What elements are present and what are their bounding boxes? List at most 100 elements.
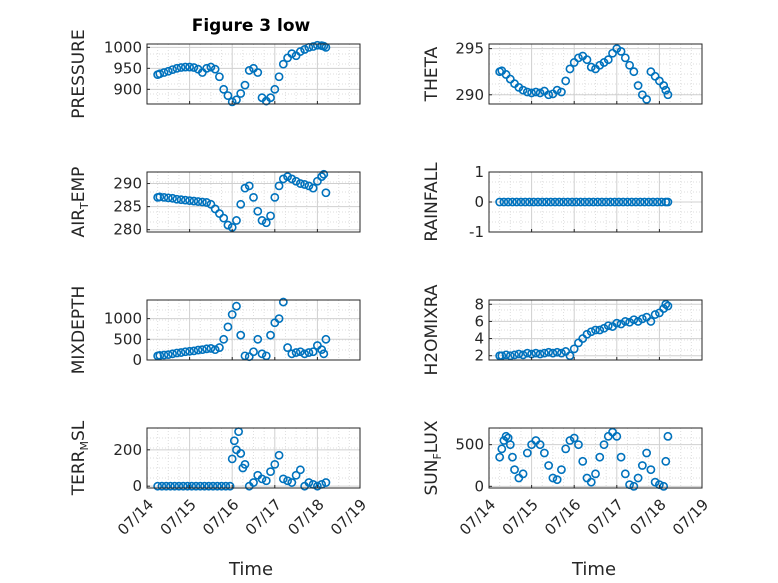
data-point <box>539 348 549 358</box>
y-axis-label-main: AIR <box>69 209 89 238</box>
data-point <box>197 345 207 355</box>
data-point <box>197 197 207 207</box>
subplot-7: 200 007/14 07/15 07/16 07/17 07/18 07/19 TERRMS… <box>69 420 370 539</box>
data-point <box>261 476 271 486</box>
data-point <box>497 351 507 361</box>
data-point <box>215 343 224 352</box>
y-axis-label: H2OMIXRA <box>422 284 442 375</box>
data-point <box>172 348 182 358</box>
data-point <box>544 347 554 357</box>
x-tick-label: 07/14 <box>114 496 157 539</box>
y-axis-label-subscript: M <box>78 441 91 451</box>
data-point <box>253 68 263 77</box>
data-point <box>620 469 630 479</box>
data-point <box>253 206 263 216</box>
y-axis-label-main: RAINFALL <box>422 162 442 242</box>
data-point <box>193 345 203 355</box>
data-point <box>537 197 547 207</box>
y-tick-label: 0 <box>132 351 142 369</box>
data-point <box>189 346 199 356</box>
data-point <box>257 216 267 225</box>
axes-box <box>146 299 361 361</box>
data-point <box>567 197 577 207</box>
data-point <box>657 197 666 207</box>
y-axis-label: MIXDEPTH <box>69 286 89 375</box>
y-tick-label: 8 <box>474 295 484 313</box>
data-point <box>172 63 182 73</box>
data-point <box>321 188 331 198</box>
data-point <box>283 476 292 486</box>
data-point <box>163 193 173 203</box>
data-point <box>166 481 175 491</box>
data-point <box>219 84 229 94</box>
data-point <box>240 351 250 361</box>
data-point <box>505 351 515 361</box>
y-tick-label: 1000 <box>104 310 142 328</box>
data-point <box>518 469 528 479</box>
data-point <box>522 348 532 358</box>
y-tick-label: 200 <box>113 441 142 459</box>
y-tick-label: 500 <box>113 330 142 348</box>
data-point <box>629 67 639 77</box>
data-point <box>508 197 517 207</box>
data-point <box>270 192 280 202</box>
figure-title: Figure 3 low <box>192 16 311 36</box>
data-point <box>561 76 571 86</box>
data-point <box>227 310 237 319</box>
data-point <box>627 197 637 207</box>
data-point <box>525 197 534 207</box>
data-point <box>510 465 519 475</box>
x-tick-label: 07/18 <box>284 496 327 539</box>
data-point <box>291 176 301 186</box>
data-point <box>236 199 246 209</box>
axes-box <box>146 171 361 233</box>
data-point <box>153 481 163 491</box>
data-point <box>274 181 284 191</box>
axes-box <box>488 299 703 361</box>
data-point <box>240 80 250 90</box>
data-point <box>202 63 212 73</box>
data-point <box>603 321 613 331</box>
data-point <box>565 64 575 74</box>
data-point <box>183 481 192 491</box>
x-axis-label-right: Time <box>571 559 616 580</box>
data-point <box>283 172 292 182</box>
x-tick-label: 07/15 <box>157 496 200 539</box>
x-tick-label: 07/14 <box>456 496 499 539</box>
y-axis-label: TERRMSL <box>69 420 91 496</box>
data-point <box>644 197 654 207</box>
data-point <box>563 197 573 207</box>
data-point <box>257 474 267 484</box>
data-point <box>652 197 662 207</box>
data-point <box>593 197 603 207</box>
data-point <box>597 197 607 207</box>
data-point <box>642 94 652 104</box>
data-point <box>155 192 165 202</box>
data-point <box>591 325 600 335</box>
data-point <box>300 180 310 189</box>
data-point <box>266 211 275 221</box>
data-point <box>295 465 305 475</box>
y-tick-label: 290 <box>455 86 484 104</box>
y-axis-label: PRESSURE <box>69 29 89 118</box>
data-point <box>308 183 318 193</box>
data-point <box>503 197 513 207</box>
data-point <box>185 196 194 206</box>
data-point <box>249 347 258 357</box>
data-point <box>612 318 622 328</box>
data-point <box>588 197 598 207</box>
data-point <box>200 481 209 491</box>
data-point <box>204 481 214 491</box>
data-point <box>155 351 165 360</box>
x-tick-label: 07/18 <box>626 496 669 539</box>
data-point <box>217 481 226 491</box>
data-point <box>625 60 634 70</box>
data-point <box>548 473 558 483</box>
subplot-3: 290 285 280 AIRTEMP <box>69 167 361 239</box>
data-point <box>168 65 177 74</box>
data-point <box>535 440 545 450</box>
data-point <box>606 197 615 207</box>
data-point <box>270 84 280 94</box>
data-point <box>274 450 284 460</box>
